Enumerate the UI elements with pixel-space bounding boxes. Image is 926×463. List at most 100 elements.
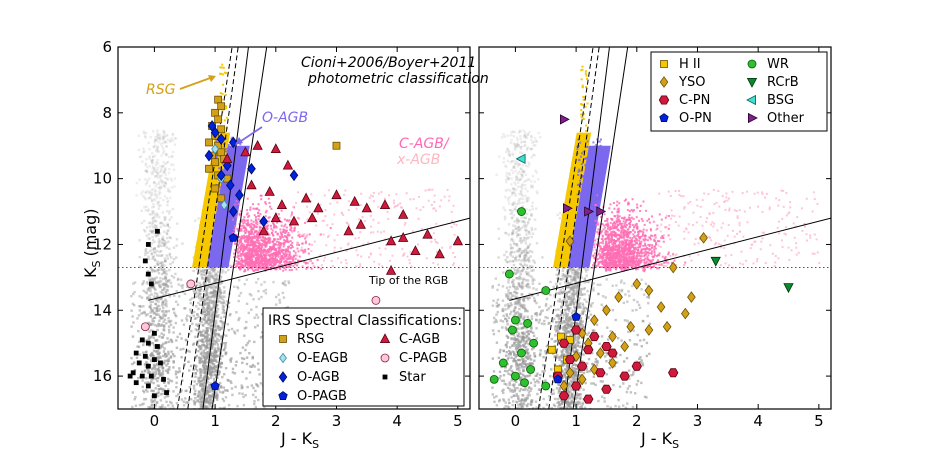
oagb-scatter	[232, 193, 235, 196]
field-star-density	[287, 281, 291, 285]
field-star-density	[571, 388, 575, 391]
field-star-density	[214, 281, 218, 284]
rsg-region-label: RSG	[146, 82, 176, 98]
xagb-cloud	[449, 245, 452, 248]
field-star-density	[201, 344, 204, 347]
field-star-density	[520, 364, 524, 367]
field-star-density	[154, 377, 157, 381]
cagb-cloud	[304, 248, 307, 251]
field-star-density	[161, 389, 165, 392]
cagb-cloud	[293, 226, 296, 229]
cagb-cloud	[261, 262, 264, 265]
field-star-density	[165, 279, 168, 282]
field-star-density	[158, 133, 162, 136]
cagb-cloud	[296, 247, 299, 250]
field-star-density	[149, 249, 152, 252]
field-star-density	[208, 308, 212, 311]
cagb-cloud	[268, 201, 271, 204]
field-star-density	[157, 200, 160, 204]
field-star-density	[561, 356, 564, 359]
field-star-density	[166, 210, 169, 213]
field-star-density	[146, 321, 150, 325]
field-star-density	[152, 320, 155, 323]
cagb-cloud	[270, 246, 272, 249]
cagb-cloud	[279, 268, 282, 271]
cagb-cloud	[239, 246, 241, 249]
field-star-density	[543, 319, 546, 323]
cagb-point	[343, 225, 354, 236]
rsg-arrow	[179, 76, 214, 90]
cagb-cloud	[258, 235, 260, 238]
field-star-density	[149, 406, 152, 409]
field-star-density	[518, 228, 522, 231]
xagb-cloud	[417, 243, 419, 246]
field-star-density	[149, 290, 152, 293]
field-star-density	[208, 397, 212, 401]
field-star-density	[171, 139, 174, 142]
field-star-density	[151, 269, 154, 272]
field-star-density	[164, 152, 167, 156]
cagb-cloud	[290, 247, 292, 249]
field-star-density	[154, 175, 157, 178]
field-star-density	[155, 298, 159, 301]
oagb-scatter	[221, 162, 224, 165]
cagb-cloud	[279, 238, 282, 241]
legend-marker-cpagb	[380, 353, 390, 363]
field-star-density	[157, 204, 161, 208]
cagb-cloud	[252, 248, 255, 251]
field-star-density	[146, 282, 149, 285]
field-star-density	[156, 148, 159, 151]
oagb-scatter	[231, 136, 234, 139]
field-star-density	[577, 268, 580, 272]
field-star-density	[164, 283, 168, 286]
cagb-cloud	[238, 262, 241, 265]
field-star-density	[521, 183, 524, 186]
field-star-density	[143, 219, 146, 223]
field-star-density	[207, 313, 210, 316]
field-star-density	[146, 390, 149, 393]
field-star-density	[245, 356, 249, 359]
field-star-density	[497, 256, 500, 259]
field-star-density	[211, 266, 215, 270]
cagb-cloud	[255, 241, 258, 244]
xagb-cloud	[372, 192, 375, 194]
field-star-density	[203, 337, 207, 340]
field-star-density	[163, 140, 166, 143]
field-star-density	[507, 149, 510, 152]
field-star-density	[212, 289, 216, 292]
field-star-density	[162, 342, 165, 345]
field-star-density	[550, 392, 554, 396]
cagb-cloud	[264, 268, 267, 270]
field-star-density	[152, 217, 155, 220]
field-star-density	[508, 189, 512, 192]
field-star-density	[168, 379, 172, 382]
cagb-point	[410, 245, 421, 256]
field-star-density	[165, 153, 169, 156]
field-star-density	[169, 323, 173, 326]
field-star-density	[506, 188, 509, 191]
field-star-density	[514, 142, 517, 146]
cagb-cloud	[286, 234, 289, 236]
cagb-cloud	[285, 255, 288, 257]
field-star-density	[156, 173, 160, 176]
field-star-density	[533, 278, 536, 282]
cagb-cloud	[253, 223, 256, 226]
field-star-density	[151, 341, 154, 345]
cagb-cloud	[251, 265, 253, 268]
cagb-cloud	[280, 221, 283, 223]
field-star-density	[151, 167, 154, 170]
cagb-cloud	[258, 209, 261, 212]
cagb-cloud	[240, 263, 243, 266]
cagb-cloud	[285, 229, 288, 232]
field-star-density	[203, 310, 206, 314]
field-star-density	[250, 308, 253, 311]
field-star-density	[152, 205, 156, 208]
field-star-density	[222, 399, 226, 403]
cagb-cloud	[287, 240, 290, 243]
field-star-density	[166, 133, 169, 137]
field-star-density	[141, 385, 144, 389]
cagb-cloud	[245, 213, 248, 216]
field-star-density	[511, 388, 514, 392]
cagb-cloud	[290, 257, 292, 260]
field-star-density	[628, 294, 631, 297]
